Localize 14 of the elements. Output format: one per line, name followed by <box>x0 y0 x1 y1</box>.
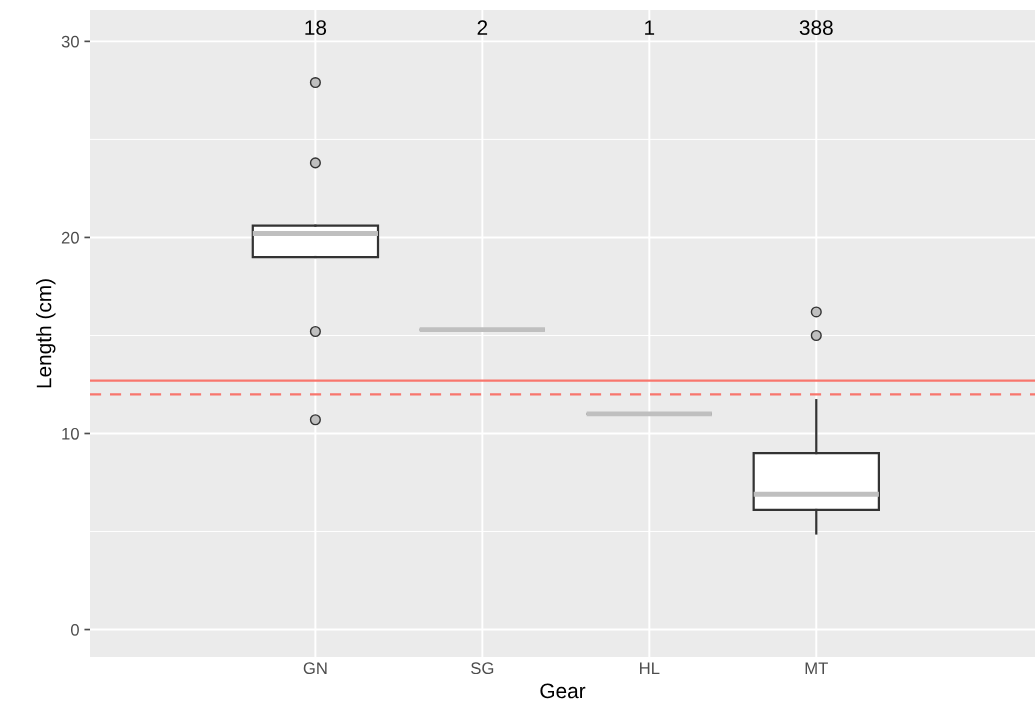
annotation: 1 <box>645 20 655 35</box>
y-tick-label: 20 <box>61 231 79 244</box>
x-tick-label: MT <box>805 662 828 674</box>
annotation: 18 <box>305 20 327 35</box>
annotation: 2 <box>477 20 488 35</box>
x-axis-title: Gear <box>540 683 586 699</box>
y-tick-label: 0 <box>70 623 79 636</box>
annotation: 388 <box>799 20 833 35</box>
y-tick-label: 10 <box>62 427 79 440</box>
y-tick-label: 30 <box>61 35 79 48</box>
x-tick-label: HL <box>640 662 660 674</box>
x-tick-label: SG <box>471 662 494 675</box>
x-tick-label: GN <box>303 662 327 675</box>
y-axis-title: Length (cm) <box>36 279 56 388</box>
